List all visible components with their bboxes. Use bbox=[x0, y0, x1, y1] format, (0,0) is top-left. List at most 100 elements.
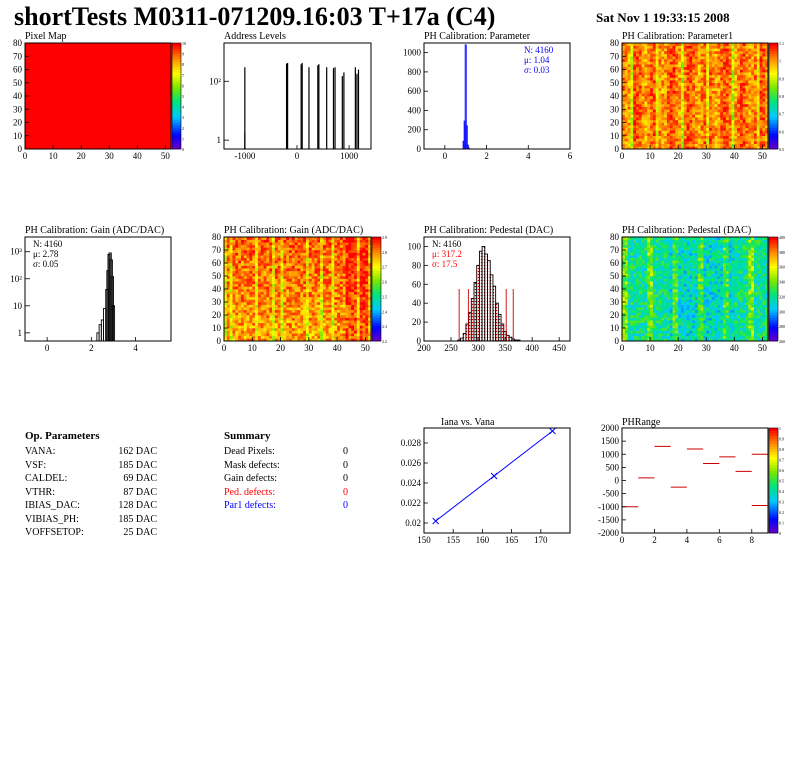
heatmap-cell bbox=[627, 315, 631, 318]
heatmap-cell bbox=[638, 294, 642, 298]
heatmap-cell bbox=[622, 286, 626, 290]
heatmap-cell bbox=[638, 239, 642, 243]
heatmap-cell bbox=[627, 247, 631, 251]
heatmap-cell bbox=[359, 281, 363, 285]
heatmap-cell bbox=[289, 242, 293, 246]
y-tick-label: 10² bbox=[209, 76, 221, 86]
heatmap-cell bbox=[756, 80, 760, 84]
heatmap-cell bbox=[317, 338, 321, 342]
heatmap-cell bbox=[756, 143, 760, 147]
heatmap-cell bbox=[661, 111, 665, 115]
heatmap-cell bbox=[328, 304, 332, 308]
phcalparam-stat-text: μ: 1.04 bbox=[524, 55, 550, 65]
heatmap-cell bbox=[669, 48, 673, 52]
heatmap-cell bbox=[325, 286, 329, 290]
heatmap-cell bbox=[756, 82, 760, 86]
heatmap-cell bbox=[303, 294, 307, 298]
heatmap-cell bbox=[686, 96, 690, 99]
heatmap-cell bbox=[641, 281, 645, 285]
heatmap-cell bbox=[286, 315, 290, 318]
heatmap-cell bbox=[709, 143, 713, 147]
heatmap-cell bbox=[664, 64, 668, 68]
heatmap-cell bbox=[706, 61, 710, 65]
heatmap-cell bbox=[232, 283, 236, 287]
heatmap-cell bbox=[728, 130, 732, 134]
heatmap-cell bbox=[683, 90, 687, 94]
heatmap-cell bbox=[362, 276, 366, 279]
heatmap-cell bbox=[728, 82, 732, 86]
heatmap-cell bbox=[672, 50, 676, 54]
heatmap-cell bbox=[675, 80, 679, 84]
heatmap-cell bbox=[314, 320, 318, 324]
heatmap-cell bbox=[224, 286, 228, 290]
heatmap-cell bbox=[706, 133, 710, 137]
heatmap-cell bbox=[675, 111, 679, 115]
colorbar-cell bbox=[372, 283, 381, 287]
heatmap-cell bbox=[706, 80, 710, 84]
heatmap-cell bbox=[337, 296, 341, 300]
heatmap-cell bbox=[274, 325, 279, 329]
heatmap-cell bbox=[636, 103, 640, 107]
heatmap-cell bbox=[633, 106, 637, 110]
heatmap-cell bbox=[314, 270, 318, 274]
heatmap-cell bbox=[255, 304, 259, 308]
heatmap-cell bbox=[328, 320, 332, 324]
heatmap-cell bbox=[339, 260, 344, 264]
heatmap-cell bbox=[742, 80, 746, 84]
heatmap-cell bbox=[636, 48, 640, 52]
heatmap-cell bbox=[633, 72, 637, 76]
heatmap-cell bbox=[695, 143, 699, 147]
heatmap-cell bbox=[249, 333, 253, 337]
heatmap-cell bbox=[263, 273, 267, 277]
heatmap-cell bbox=[297, 291, 301, 295]
heatmap-cell bbox=[675, 45, 679, 49]
heatmap-cell bbox=[303, 338, 307, 342]
heatmap-cell bbox=[717, 82, 721, 86]
heatmap-cell bbox=[354, 250, 358, 253]
heatmap-cell bbox=[305, 294, 310, 298]
heatmap-cell bbox=[246, 309, 250, 313]
heatmap-cell bbox=[638, 250, 642, 253]
heatmap-cell bbox=[356, 322, 360, 326]
heatmap-cell bbox=[664, 106, 668, 110]
colorbar-label: 2 bbox=[182, 126, 184, 131]
heatmap-cell bbox=[731, 106, 735, 110]
heatmap-cell bbox=[624, 50, 628, 54]
heatmap-cell bbox=[725, 48, 729, 52]
heatmap-cell bbox=[226, 296, 230, 300]
heatmap-cell bbox=[745, 133, 749, 137]
heatmap-cell bbox=[362, 307, 366, 311]
heatmap-cell bbox=[695, 74, 699, 78]
colorbar-cell bbox=[769, 138, 778, 142]
heatmap-cell bbox=[714, 96, 718, 99]
heatmap-cell bbox=[666, 106, 671, 110]
heatmap-cell bbox=[666, 130, 671, 134]
heatmap-cell bbox=[717, 114, 721, 118]
heatmap-cell bbox=[725, 43, 729, 46]
heatmap-cell bbox=[672, 56, 676, 60]
heatmap-cell bbox=[739, 98, 744, 102]
heatmap-cell bbox=[331, 273, 335, 277]
heatmap-cell bbox=[368, 317, 372, 321]
heatmap-cell bbox=[305, 252, 310, 256]
colorbar-cell bbox=[372, 325, 381, 329]
heatmap-cell bbox=[745, 80, 749, 84]
heatmap-cell bbox=[652, 69, 656, 73]
heatmap-cell bbox=[636, 117, 640, 121]
heatmap-cell bbox=[650, 111, 654, 115]
heatmap-cell bbox=[745, 58, 749, 62]
heatmap-cell bbox=[661, 125, 665, 129]
heatmap-cell bbox=[311, 299, 315, 303]
heatmap-cell bbox=[711, 80, 715, 84]
heatmap-cell bbox=[627, 307, 631, 311]
heatmap-cell bbox=[630, 127, 634, 131]
heatmap-cell bbox=[650, 114, 654, 118]
heatmap-cell bbox=[731, 64, 735, 68]
heatmap-cell bbox=[686, 66, 690, 70]
heatmap-cell bbox=[252, 296, 256, 300]
heatmap-cell bbox=[624, 273, 628, 277]
heatmap-cell bbox=[368, 283, 372, 287]
heatmap-cell bbox=[238, 328, 242, 331]
heatmap-cell bbox=[737, 90, 741, 94]
heatmap-cell bbox=[697, 117, 701, 121]
